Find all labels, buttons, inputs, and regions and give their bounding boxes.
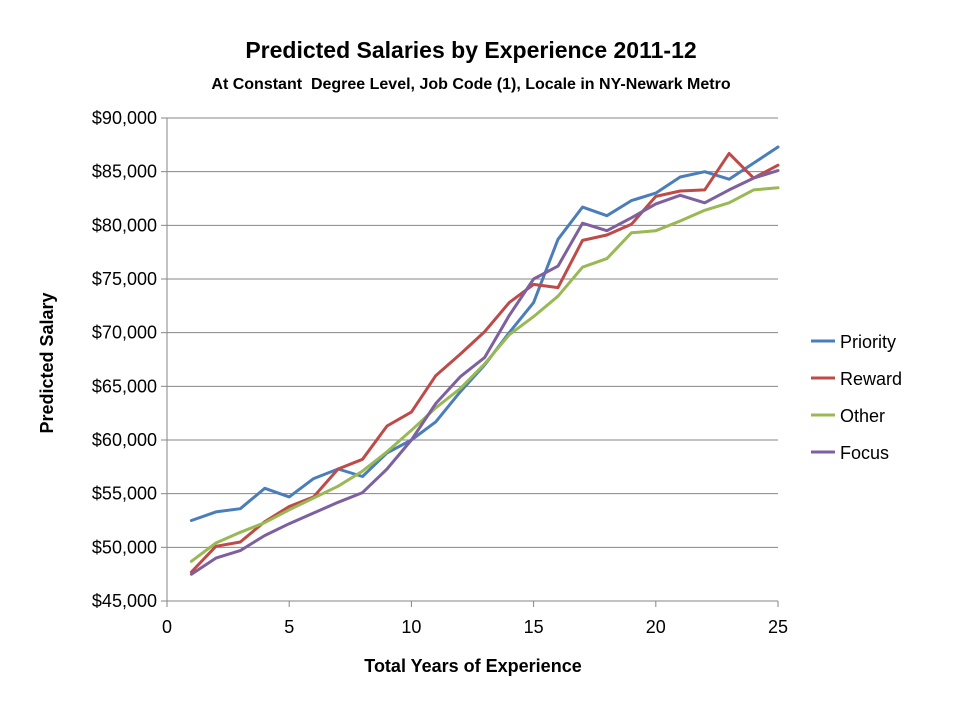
x-tick-label: 20: [646, 617, 666, 637]
y-tick-label: $70,000: [92, 323, 157, 343]
legend-label-priority: Priority: [840, 332, 896, 352]
x-tick-label: 0: [162, 617, 172, 637]
series-line-focus: [189, 169, 780, 576]
series-line-other: [189, 186, 780, 563]
legend-label-other: Other: [840, 406, 885, 426]
y-tick-label: $65,000: [92, 376, 157, 396]
gridlines: [161, 117, 778, 602]
y-tick-label: $80,000: [92, 215, 157, 235]
legend-label-focus: Focus: [840, 443, 889, 463]
axes: [166, 118, 779, 607]
x-tick-label: 15: [524, 617, 544, 637]
chart-title: Predicted Salaries by Experience 2011-12: [245, 37, 696, 63]
series-line-reward: [189, 151, 780, 574]
y-tick-label: $90,000: [92, 108, 157, 128]
x-tick-label: 10: [401, 617, 421, 637]
y-axis-label: Predicted Salary: [37, 292, 57, 433]
x-tick-label: 25: [768, 617, 788, 637]
y-tick-label: $50,000: [92, 537, 157, 557]
x-tick-label: 5: [284, 617, 294, 637]
x-tick-labels: 0 5 10 15 20 25: [162, 617, 788, 637]
y-tick-label: $85,000: [92, 162, 157, 182]
legend: Priority Reward Other Focus: [811, 332, 902, 463]
series-lines: [189, 145, 780, 576]
y-tick-label: $75,000: [92, 269, 157, 289]
chart-subtitle: At Constant Degree Level, Job Code (1), …: [211, 76, 730, 93]
y-tick-label: $60,000: [92, 430, 157, 450]
series-line-priority: [189, 145, 780, 522]
x-axis-label: Total Years of Experience: [364, 656, 581, 676]
y-tick-label: $55,000: [92, 484, 157, 504]
y-tick-label: $45,000: [92, 591, 157, 611]
y-tick-labels: $45,000 $50,000 $55,000 $60,000 $65,000 $70,0…: [92, 108, 157, 611]
legend-label-reward: Reward: [840, 369, 902, 389]
